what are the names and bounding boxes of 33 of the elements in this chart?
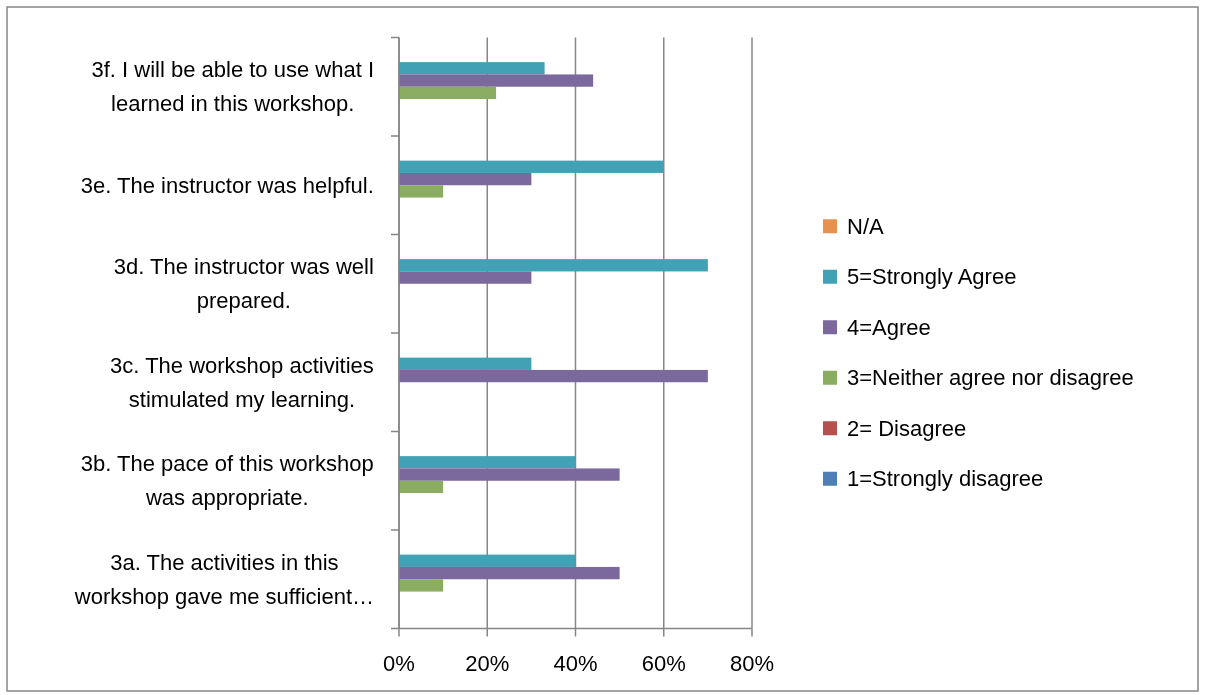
bar: [399, 480, 444, 494]
legend-label: 2= Disagree: [847, 415, 967, 441]
y-tick-label: 3e. The instructor was helpful.: [80, 172, 374, 198]
bar: [399, 554, 576, 567]
bar: [399, 357, 532, 370]
legend-label: 3=Neither agree nor disagree: [847, 365, 1134, 391]
bar: [399, 160, 664, 173]
bar: [399, 185, 444, 198]
y-tick-label: 3b. The pace of this workshop was appropriate.: [80, 451, 374, 511]
bar: [399, 86, 497, 100]
y-tick-label: 3a. The activities in this workshop gave me sufficient…: [73, 549, 374, 609]
legend-label: 1=Strongly disagree: [847, 466, 1044, 492]
bar: [399, 259, 708, 272]
y-tick-label: 3d. The instructor was well prepared.: [113, 254, 374, 314]
legend-label: 4=Agree: [847, 314, 931, 340]
x-tick-label: 60%: [641, 651, 686, 676]
bar: [399, 369, 708, 383]
x-tick-label: 20%: [465, 651, 510, 676]
y-tick-label: 3c. The workshop activities stimulated my learning.: [110, 352, 374, 412]
bar: [399, 468, 620, 481]
x-tick-label: 0%: [383, 651, 415, 676]
legend-label: 5=Strongly Agree: [847, 264, 1017, 290]
bar: [399, 172, 532, 186]
bar: [399, 566, 620, 580]
x-tick-label: 40%: [553, 651, 598, 676]
y-tick-label: 3f. I will be able to use what I learned in this workshop.: [91, 57, 375, 117]
bar: [399, 271, 532, 284]
bar: [399, 62, 545, 75]
bar: [399, 579, 444, 592]
bar: [399, 456, 576, 469]
bar: [399, 74, 594, 87]
x-tick-label: 80%: [729, 651, 775, 676]
legend-label: N/A: [847, 213, 884, 239]
